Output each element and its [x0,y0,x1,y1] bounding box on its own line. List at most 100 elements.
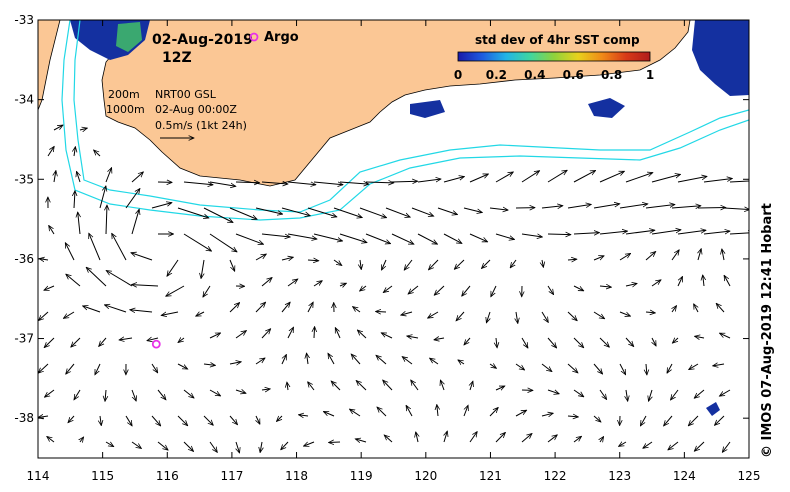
lon-tick-label: 118 [285,469,308,483]
current-arrow [541,206,563,208]
lon-tick-label: 117 [220,469,243,483]
current-arrow [112,233,127,261]
current-arrow [677,230,706,235]
lon-tick-label: 123 [608,469,631,483]
current-arrow [649,389,653,401]
sst-patch-shelf-2 [588,98,625,118]
current-arrow [365,233,391,244]
argo-float-marker [151,339,161,349]
colorbar-ticks: 0 0.2 0.4 0.6 0.8 1 [454,68,654,82]
current-arrow [255,254,266,261]
current-arrow [490,285,497,297]
current-arrow [703,179,732,183]
current-arrow [464,337,471,345]
current-arrow [125,189,140,209]
lon-tick-label: 121 [479,469,502,483]
current-arrow [183,441,194,451]
current-arrow [105,389,106,401]
current-arrow [377,407,387,417]
current-arrow [689,363,699,370]
current-arrow [516,311,518,323]
current-arrow [86,267,107,287]
current-arrow [695,336,705,338]
current-arrow [573,436,582,443]
colorbar-tick-label: 0.8 [601,68,622,82]
current-arrow [547,435,557,443]
current-arrow [593,363,603,374]
current-arrow [89,233,101,261]
current-arrow [177,363,188,369]
current-arrow [209,441,217,452]
current-arrow [599,170,624,183]
current-arrow [334,328,341,339]
sst-patch-shelf-1 [410,100,445,118]
current-arrow [177,207,209,218]
current-arrow [161,311,179,315]
current-arrow [593,311,605,319]
current-arrow [328,353,335,365]
current-arrow [547,234,571,235]
current-arrow [437,405,438,417]
current-arrow [74,147,75,157]
current-arrow [722,441,731,452]
current-arrow [100,415,101,426]
current-arrow [131,209,139,235]
current-arrow [573,233,599,234]
current-arrow [130,310,153,312]
current-arrow [668,441,679,450]
current-arrow [444,431,447,443]
current-arrow [177,415,188,426]
current-arrow [729,233,749,234]
current-arrow [619,363,626,375]
current-arrow [547,170,567,183]
current-arrow [619,442,627,446]
current-arrow [645,252,656,261]
current-arrow [521,337,528,348]
current-arrow [261,182,288,184]
current-arrow [261,278,272,287]
colorbar-tick-label: 0.6 [563,68,584,82]
current-arrow [235,233,264,244]
current-arrow [651,174,681,183]
current-arrow [671,206,701,208]
current-arrow [287,279,298,287]
current-arrow [672,306,677,313]
lon-tick-label: 125 [738,469,761,483]
current-arrow [132,285,159,286]
current-arrow [45,389,55,397]
current-arrow [299,415,309,416]
current-arrow [385,207,410,217]
current-arrow [281,441,289,450]
current-arrow [307,207,337,217]
current-arrow [383,285,393,293]
current-arrow [411,207,434,216]
current-arrow [356,381,367,391]
colorbar-ramp [457,51,651,62]
current-arrow [428,311,439,318]
current-arrow [443,233,462,243]
colorbar-title: std dev of 4hr SST comp [475,33,640,47]
current-arrow [68,415,75,423]
current-arrow [209,332,221,339]
current-arrow [573,285,584,292]
latitude-axis: -33 -34 -35 -36 -37 -38 [14,13,749,425]
current-arrow [720,332,731,339]
legend-200m: 200m [108,88,140,101]
current-arrow [201,259,204,279]
current-arrow [339,233,367,243]
current-arrow [383,380,393,391]
current-arrow [599,231,628,235]
current-arrow [677,176,707,183]
current-arrow [625,230,655,235]
current-arrow [74,389,81,400]
current-arrow [593,204,620,209]
current-arrow [458,360,465,364]
current-arrow [131,441,141,449]
current-arrow [196,312,205,317]
current-arrow [147,338,159,341]
current-arrow [313,281,322,287]
current-arrow [47,437,55,443]
current-arrow [671,250,679,261]
current-arrow [54,171,56,183]
current-arrow [119,338,133,340]
